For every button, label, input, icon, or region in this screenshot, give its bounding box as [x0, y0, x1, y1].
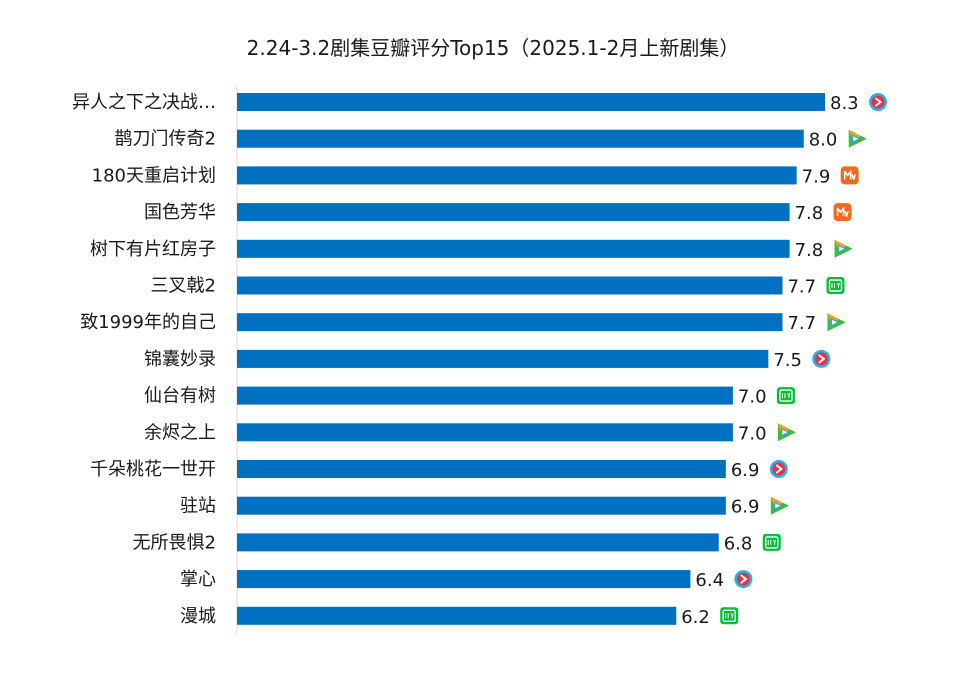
iqiyi-icon — [776, 387, 795, 405]
bar — [237, 460, 726, 478]
value-label: 6.9 — [731, 497, 760, 518]
tencent-video-icon — [827, 313, 846, 332]
category-label: 异人之下之决战… — [72, 92, 216, 113]
category-label: 千朵桃花一世开 — [90, 459, 216, 480]
bar — [237, 166, 797, 185]
value-label: 8.0 — [809, 130, 838, 151]
category-label: 致1999年的自己 — [80, 312, 216, 333]
bar — [237, 203, 790, 222]
category-label: 锦囊妙录 — [144, 349, 216, 370]
category-label: 180天重启计划 — [92, 165, 216, 186]
youku-icon — [869, 93, 887, 111]
youku-icon — [734, 570, 753, 589]
chart-marks: 异人之下之决战… 8.3 鹊刀门传奇2 8.0 180天重启计划 7.9 国色芳华 7.8 树下… — [72, 92, 887, 628]
value-label: 8.3 — [830, 93, 859, 114]
value-label: 7.8 — [795, 240, 824, 261]
value-label: 6.4 — [695, 570, 724, 591]
bar — [237, 276, 783, 295]
value-label: 7.5 — [773, 350, 802, 371]
tencent-video-icon — [770, 496, 789, 515]
category-label: 仙台有树 — [144, 386, 216, 407]
category-label: 掌心 — [180, 569, 216, 590]
bar — [237, 93, 825, 111]
iqiyi-icon — [762, 533, 781, 551]
value-label: 7.0 — [738, 423, 767, 444]
tencent-video-icon — [834, 239, 853, 258]
bar — [237, 496, 726, 515]
category-label: 驻站 — [180, 496, 216, 517]
bar — [237, 349, 769, 368]
value-label: 6.8 — [724, 533, 753, 554]
bar — [237, 570, 691, 589]
value-label: 7.7 — [787, 277, 816, 298]
category-label: 三叉戟2 — [151, 276, 216, 297]
youku-icon — [812, 349, 831, 368]
bar — [237, 239, 790, 258]
category-label: 国色芳华 — [144, 202, 216, 223]
iqiyi-icon — [720, 607, 739, 625]
bar — [237, 423, 733, 442]
bar — [237, 313, 783, 332]
iqiyi-icon — [826, 277, 845, 294]
category-label: 余烬之上 — [144, 422, 216, 443]
value-label: 7.0 — [738, 387, 767, 408]
value-label: 6.2 — [681, 607, 710, 628]
value-label: 7.9 — [802, 166, 831, 187]
mgtv-icon — [833, 203, 852, 222]
tencent-video-icon — [777, 423, 796, 442]
bar — [237, 533, 719, 552]
mgtv-icon — [840, 166, 859, 185]
chart-title: 2.24-3.2剧集豆瓣评分Top15（2025.1-2月上新剧集） — [247, 36, 740, 60]
tencent-video-icon — [848, 129, 867, 148]
value-label: 7.7 — [787, 313, 816, 334]
category-label: 树下有片红房子 — [90, 239, 216, 260]
category-label: 漫城 — [180, 606, 216, 627]
youku-icon — [769, 460, 788, 478]
category-label: 无所畏惧2 — [133, 532, 216, 553]
value-label: 6.9 — [731, 460, 760, 481]
bar — [237, 129, 804, 148]
bar — [237, 386, 733, 405]
bar — [237, 606, 677, 625]
category-label: 鹊刀门传奇2 — [115, 129, 216, 150]
value-label: 7.8 — [795, 203, 824, 224]
